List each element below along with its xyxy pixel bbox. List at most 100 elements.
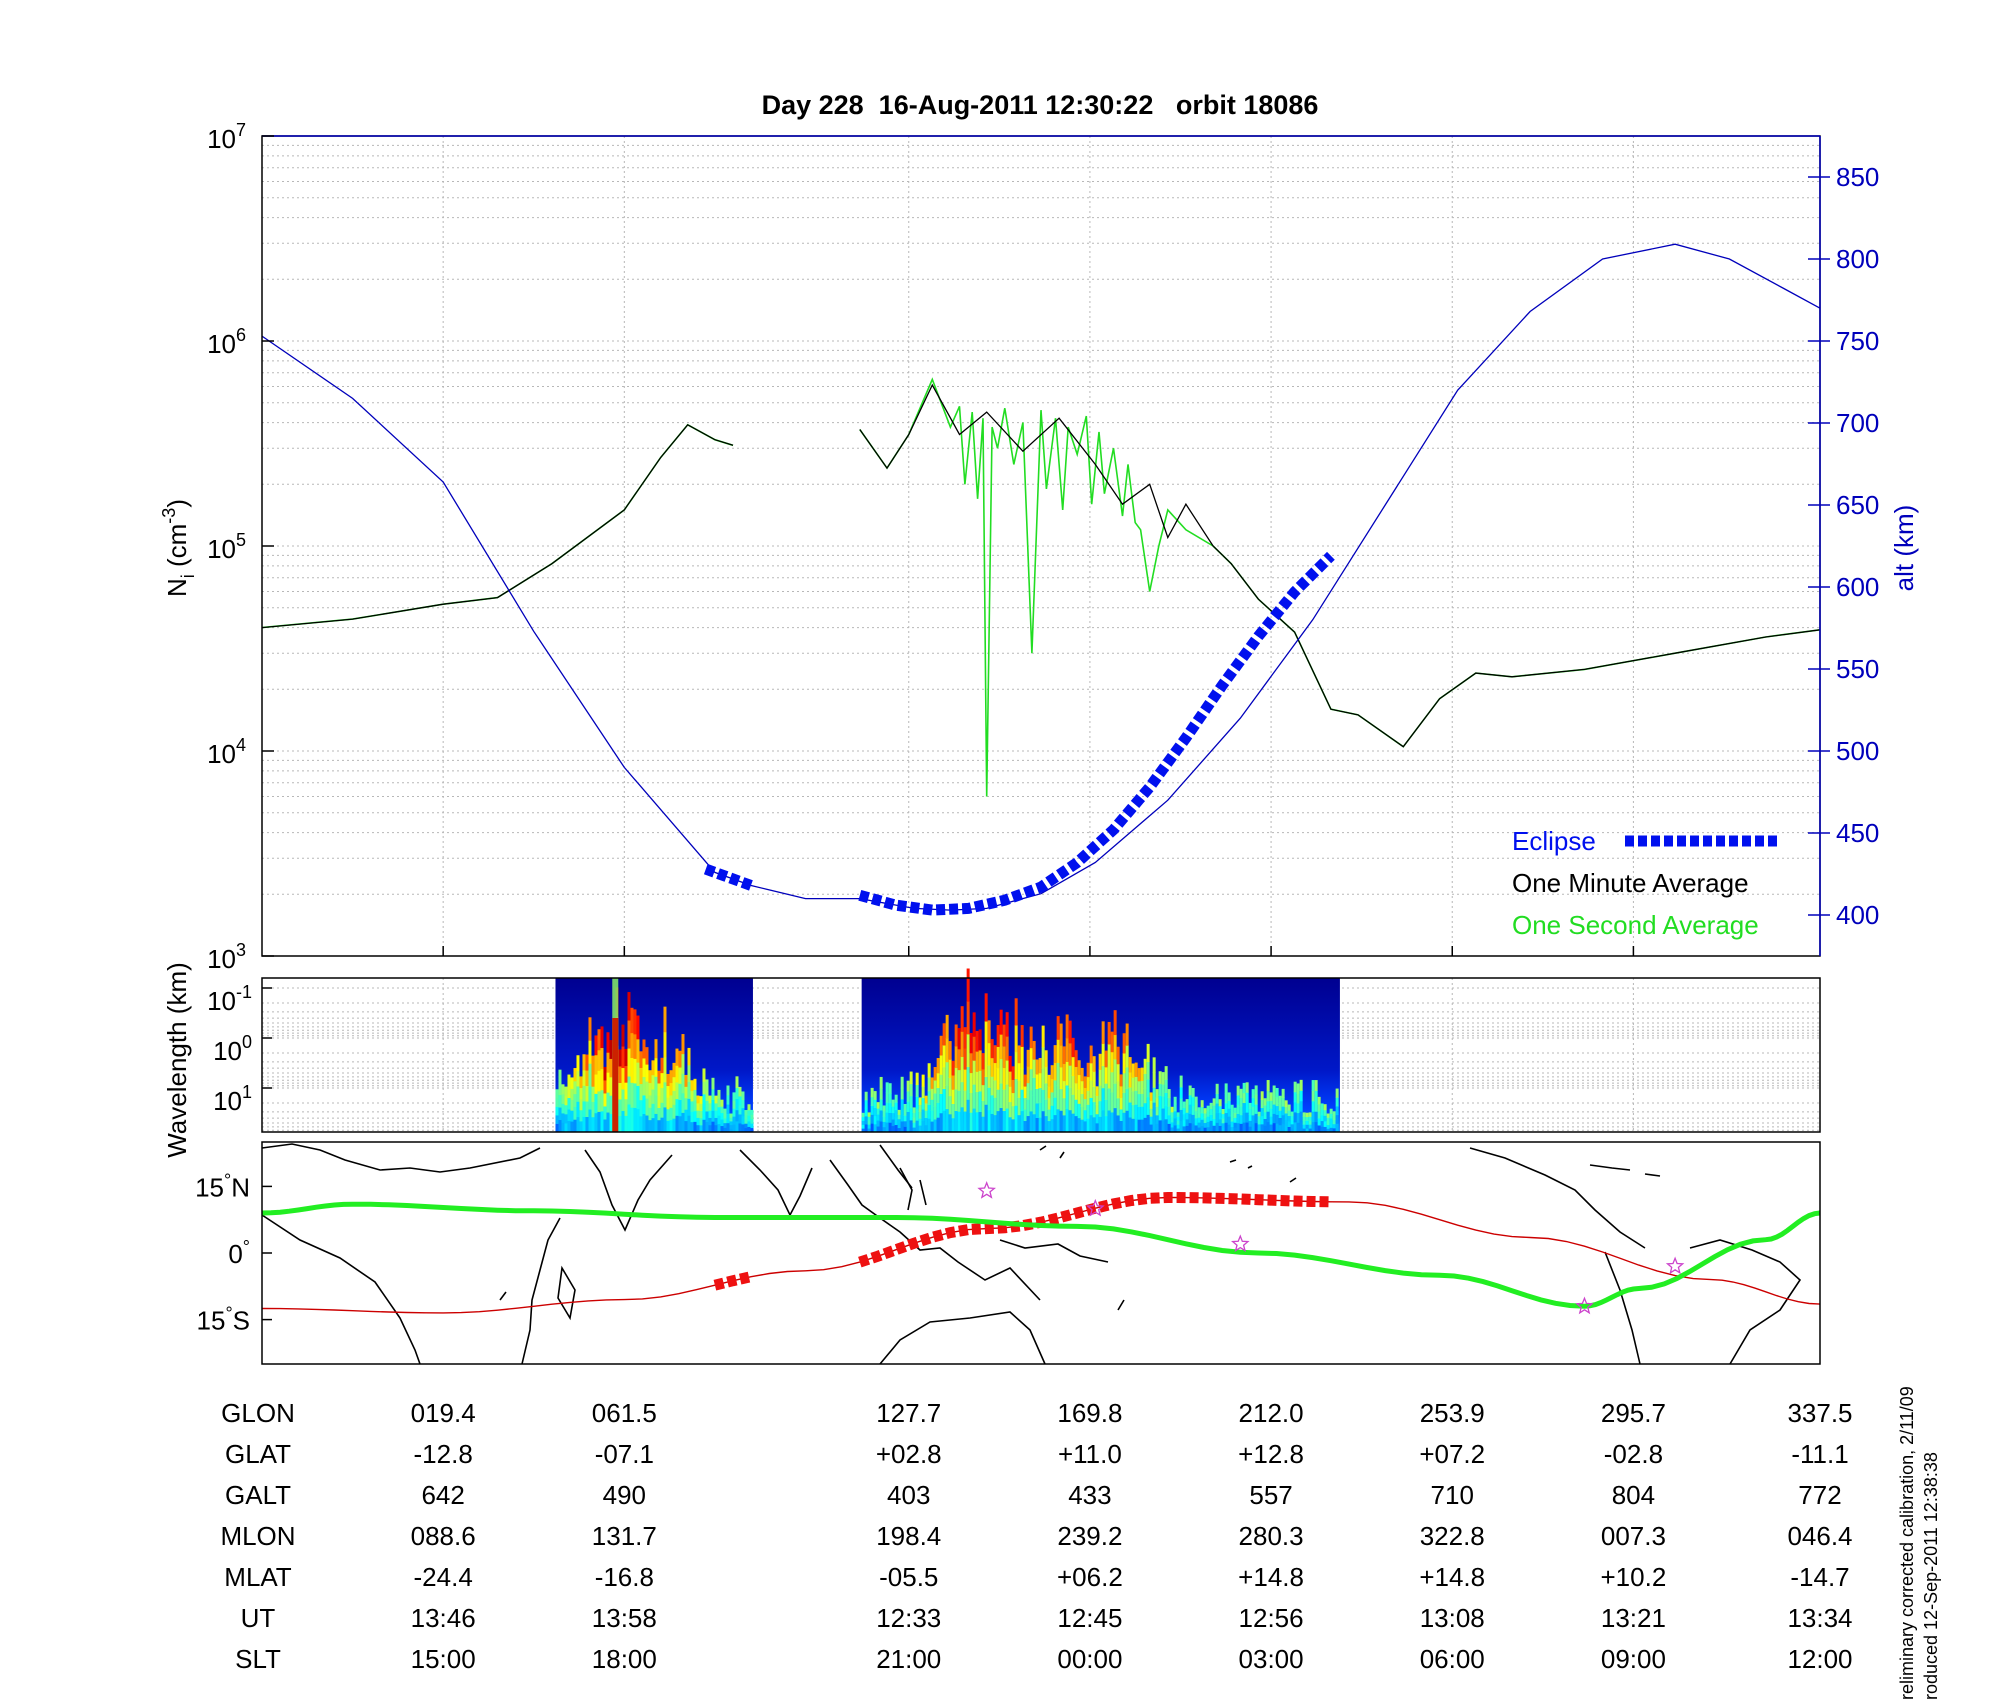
spectrogram-cell xyxy=(561,1084,565,1095)
density-y-tick-label: 107 xyxy=(207,120,246,154)
info-cell: 046.4 xyxy=(1787,1521,1852,1551)
spectrogram-cell xyxy=(639,1099,643,1117)
spectrogram-cell xyxy=(1032,1040,1036,1060)
spectrogram-cell xyxy=(1128,1057,1132,1073)
spectrogram-cell xyxy=(1017,1062,1021,1081)
spectrogram-cell xyxy=(1272,1085,1276,1096)
spectrogram-cell xyxy=(735,1087,739,1100)
spectrogram-cell xyxy=(1191,1087,1195,1098)
spectrogram-cell xyxy=(879,1098,883,1111)
spectrogram-cell xyxy=(1152,1117,1156,1133)
spectrogram-cell xyxy=(957,1090,961,1112)
spectrogram-cell xyxy=(669,1070,673,1084)
spectrogram-cell xyxy=(1233,1107,1237,1114)
spectrogram-cell xyxy=(1098,1053,1102,1070)
coastline-africa-east xyxy=(584,1149,673,1232)
spectrogram-cell xyxy=(1059,1045,1063,1068)
spectrogram-cell xyxy=(1035,1102,1039,1118)
spectrogram-cell xyxy=(669,1082,673,1096)
spectrogram-cell xyxy=(693,1121,697,1133)
spectrogram-cell xyxy=(741,1115,745,1125)
spectrogram-cell xyxy=(1305,1124,1309,1129)
spectrogram-cell xyxy=(1239,1106,1243,1116)
spectrogram-cell xyxy=(873,1107,877,1117)
info-cell: 169.8 xyxy=(1057,1398,1122,1428)
spectrogram-cell xyxy=(1158,1083,1162,1097)
spectrogram-cell xyxy=(1305,1128,1309,1133)
spectrogram-cell xyxy=(1281,1088,1285,1098)
spectrogram-cell xyxy=(729,1117,733,1122)
spectrogram-cell xyxy=(1122,1092,1126,1113)
spectrogram-cell xyxy=(915,1120,919,1133)
station-star-icon xyxy=(977,1181,996,1199)
spectrogram-cell xyxy=(1209,1102,1213,1110)
spectrogram-cell xyxy=(1005,1108,1009,1133)
spectrogram-cell xyxy=(1050,1065,1054,1080)
spectrogram-cell xyxy=(993,1114,997,1133)
spectrogram-cell xyxy=(1203,1117,1207,1123)
spectrogram-cell xyxy=(1323,1126,1327,1133)
spectrogram-cell xyxy=(660,1117,664,1133)
spectrogram-cell xyxy=(1116,1080,1120,1099)
spectrogram-cell xyxy=(600,1068,604,1091)
spectrogram-cell xyxy=(1116,1046,1120,1065)
spectrogram-cell xyxy=(1158,1119,1162,1133)
spectrogram-cell xyxy=(738,1104,742,1115)
spectrogram-cell xyxy=(1236,1122,1240,1133)
spectrogram-cell xyxy=(984,993,988,1022)
spectrogram-cell xyxy=(1050,1118,1054,1133)
spectrogram-cell xyxy=(723,1113,727,1119)
spectrogram-cell xyxy=(720,1106,724,1114)
spectrogram-cell xyxy=(1290,1111,1294,1117)
spectrogram-cell xyxy=(1242,1122,1246,1133)
spectrogram-cell xyxy=(1041,1110,1045,1133)
info-cell: 019.4 xyxy=(411,1398,476,1428)
spectrogram-cell xyxy=(972,1108,976,1133)
coastline-islands xyxy=(499,1145,1297,1311)
spectrogram-cell xyxy=(1275,1096,1279,1107)
spectrogram-cell xyxy=(1161,1084,1165,1097)
spectrogram-cell xyxy=(1143,1117,1147,1133)
spectrogram-cell xyxy=(906,1080,910,1092)
spectrogram-cell xyxy=(939,1035,943,1056)
spectrogram-cell xyxy=(690,1080,694,1092)
spectrogram-cell xyxy=(1323,1115,1327,1122)
spectrogram-cell xyxy=(1113,1107,1117,1133)
spectrogram-cell xyxy=(651,1074,655,1090)
info-cell: 13:58 xyxy=(592,1603,657,1633)
spectrogram-cell xyxy=(1239,1088,1243,1098)
spectrogram-cell xyxy=(579,1087,583,1100)
spectrogram-cell xyxy=(1194,1110,1198,1119)
spectrogram-cell xyxy=(879,1076,883,1089)
density-y-tick-label: 106 xyxy=(207,325,246,359)
info-cell: -11.1 xyxy=(1791,1439,1848,1469)
spectrogram-cell xyxy=(648,1094,652,1108)
spectrogram-cell xyxy=(705,1110,709,1122)
spectrogram-cell xyxy=(684,1074,688,1087)
spectrogram-cell xyxy=(627,1048,631,1077)
spectrogram-cell xyxy=(1317,1124,1321,1133)
spectrogram-cell xyxy=(1320,1109,1324,1116)
spectrogram-cell xyxy=(864,1099,868,1109)
spectrogram-cell xyxy=(603,1105,607,1120)
spectrogram-y-tick-label: 100 xyxy=(213,1032,252,1066)
coastline-philippines xyxy=(899,1167,927,1211)
spectrogram-cell xyxy=(1083,1109,1087,1122)
spectrogram-cell xyxy=(732,1124,736,1133)
spectrogram-cell xyxy=(924,1102,928,1111)
spectrogram-cell xyxy=(1308,1116,1312,1121)
spectrogram-cell xyxy=(954,1110,958,1133)
spectrogram-cell xyxy=(867,1124,871,1129)
spectrogram-cell xyxy=(1191,1114,1195,1124)
spectrogram-cell xyxy=(966,1001,970,1035)
spectrogram-cell xyxy=(609,1040,613,1059)
spectrogram-cell xyxy=(1293,1091,1297,1103)
spectrogram-cell xyxy=(1299,1100,1303,1112)
spectrogram-cell xyxy=(576,1085,580,1102)
spectrogram-cell xyxy=(1275,1114,1279,1124)
spectrogram-cell xyxy=(588,1086,592,1110)
spectrogram-cell xyxy=(1038,1102,1042,1118)
spectrogram-cell xyxy=(987,1065,991,1088)
